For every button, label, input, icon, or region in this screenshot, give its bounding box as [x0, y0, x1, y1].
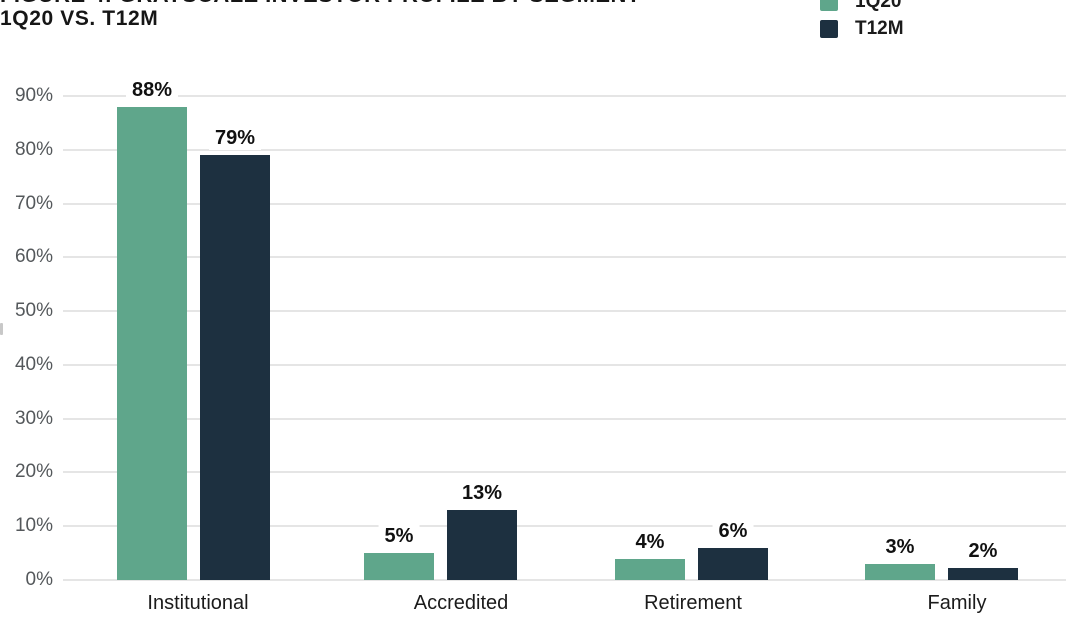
bar-value-label-t12m-institutional: 79%: [208, 126, 262, 151]
bar-value-label-t12m-family: 2%: [962, 539, 1004, 563]
bar-1q20-retirement: [615, 558, 685, 580]
category-label-accredited: Accredited: [413, 592, 509, 614]
y-tick-label-10: 10%: [14, 515, 53, 537]
y-axis-title-remnant: [0, 323, 3, 335]
gridline-40: [63, 363, 1066, 366]
y-tick-label-80: 80%: [14, 138, 53, 160]
gridline-0: [63, 579, 1066, 581]
legend-item-1q20: 1Q20: [820, 0, 904, 11]
bar-value-label-1q20-accredited: 5%: [378, 524, 420, 549]
gridline-80: [63, 148, 1066, 151]
bar-1q20-family: [865, 563, 935, 580]
legend-swatch-t12m: [820, 20, 838, 38]
legend-item-t12m: T12M: [820, 18, 904, 39]
legend-label-1q20: 1Q20: [855, 0, 902, 12]
y-tick-label-40: 40%: [14, 353, 53, 375]
bar-t12m-institutional: [200, 155, 270, 580]
legend-label-t12m: T12M: [855, 18, 904, 39]
bar-1q20-institutional: [117, 106, 187, 580]
bar-value-label-1q20-family: 3%: [879, 534, 921, 559]
category-label-institutional: Institutional: [147, 592, 249, 614]
bar-t12m-family: [948, 568, 1018, 580]
gridline-30: [63, 417, 1066, 420]
figure-header: FIGURE 4: GRAYSCALE INVESTOR PROFILE BY …: [0, 0, 641, 30]
gridline-70: [63, 202, 1066, 205]
bar-t12m-retirement: [698, 547, 768, 580]
bar-1q20-accredited: [364, 553, 434, 580]
gridline-50: [63, 310, 1066, 313]
y-tick-label-70: 70%: [14, 192, 53, 214]
figure-subtitle: 1Q20 VS. T12M: [0, 7, 159, 30]
y-tick-label-90: 90%: [14, 85, 53, 106]
gridline-10: [63, 525, 1066, 528]
gridline-60: [63, 256, 1066, 259]
gridline-90: [63, 95, 1066, 97]
bar-value-label-t12m-accredited: 13%: [455, 481, 509, 506]
gridline-20: [63, 471, 1066, 474]
y-tick-label-50: 50%: [14, 300, 53, 322]
category-label-retirement: Retirement: [644, 592, 742, 614]
y-tick-label-0: 0%: [25, 569, 53, 590]
category-label-family: Family: [927, 592, 987, 614]
bar-t12m-accredited: [447, 510, 517, 580]
legend-swatch-1q20: [820, 0, 838, 11]
y-tick-label-60: 60%: [14, 246, 53, 268]
bar-value-label-1q20-retirement: 4%: [629, 529, 671, 554]
chart-legend: 1Q20 T12M: [820, 0, 904, 47]
plot-area: 88% 79% 5% 13% 4% 6% 3% 2%: [63, 77, 1066, 581]
y-tick-label-20: 20%: [14, 461, 53, 483]
bar-value-label-1q20-institutional: 88%: [125, 77, 179, 102]
y-tick-label-30: 30%: [14, 407, 53, 429]
bar-value-label-t12m-retirement: 6%: [712, 518, 754, 543]
figure-title: FIGURE 4: GRAYSCALE INVESTOR PROFILE BY …: [0, 0, 641, 6]
